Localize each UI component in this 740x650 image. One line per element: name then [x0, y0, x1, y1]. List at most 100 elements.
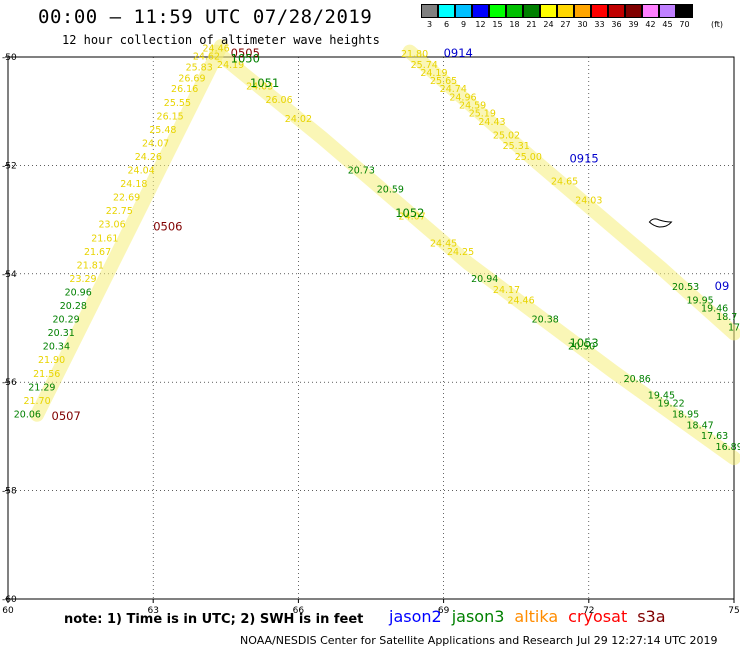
- time-label: 1052: [395, 206, 424, 220]
- swh-label: 18.47: [687, 420, 714, 431]
- swh-label: 20.96: [65, 287, 92, 298]
- satellite-altika: altika: [514, 607, 559, 626]
- swh-label: 24.26: [135, 152, 162, 163]
- legend-label: 21: [526, 20, 537, 29]
- satellite-s3a: s3a: [637, 607, 666, 626]
- x-tick-label: 66: [293, 606, 305, 616]
- legend-swatch: [471, 4, 489, 18]
- x-tick-label: 69: [438, 606, 450, 616]
- footer-note: note: 1) Time is in UTC; 2) SWH is in fe…: [64, 612, 364, 627]
- legend-label: 36: [611, 20, 622, 29]
- swh-label: 20.94: [471, 274, 498, 285]
- legend-item: 18: [505, 4, 523, 29]
- legend-label: 3: [426, 20, 433, 29]
- time-label: 0505: [231, 46, 260, 60]
- legend-label: 30: [577, 20, 588, 29]
- credit-timestamp: Jul 29 12:27:14 UTC 2019: [577, 634, 718, 647]
- swh-label: 25.00: [515, 152, 542, 163]
- swh-label: 25.19: [469, 109, 496, 120]
- time-label: 0915: [569, 152, 598, 166]
- time-label: 0914: [444, 46, 473, 60]
- swh-label: 24.45: [430, 239, 457, 250]
- island-outline: [648, 218, 673, 228]
- swh-label: 24.03: [246, 82, 273, 93]
- time-label: 1053: [569, 336, 598, 350]
- track-band-s3a: [30, 39, 228, 422]
- swh-label: 18.95: [672, 409, 699, 420]
- swh-label: 17: [728, 323, 740, 334]
- swh-label: 24.04: [127, 166, 154, 177]
- legend-swatch: [437, 4, 455, 18]
- swh-label: 20.50: [568, 342, 595, 353]
- legend-label: 24: [543, 20, 554, 29]
- swh-label: 21.61: [91, 233, 118, 244]
- swh-label: 24.65: [551, 176, 578, 187]
- swh-label: 22.75: [106, 206, 133, 217]
- swh-label: 25.31: [503, 141, 530, 152]
- swh-label: 25.65: [430, 76, 457, 87]
- legend-item: 12: [471, 4, 489, 29]
- swh-label: 20.34: [43, 342, 70, 353]
- legend-swatch: [488, 4, 506, 18]
- swh-label: 24.19: [420, 68, 447, 79]
- legend-item: 21: [522, 4, 540, 29]
- time-label: 09: [715, 279, 730, 293]
- swh-label: 19.45: [648, 390, 675, 401]
- legend-item: 30: [573, 4, 591, 29]
- swh-label: 20.59: [377, 185, 404, 196]
- credit-line: NOAA/NESDIS Center for Satellite Applica…: [240, 634, 574, 647]
- legend-item: 24: [539, 4, 557, 29]
- swh-label: 20.38: [532, 315, 559, 326]
- swh-label: 20.53: [672, 282, 699, 293]
- legend-swatch: [624, 4, 642, 18]
- swh-label: 20.31: [48, 328, 75, 339]
- legend-swatch: [539, 4, 557, 18]
- swh-label: 21.90: [38, 355, 65, 366]
- legend-label: 42: [645, 20, 656, 29]
- swh-label: 25.74: [411, 60, 438, 71]
- legend-item: 3: [420, 4, 438, 29]
- track-band-jason2: [402, 44, 740, 341]
- legend-item: 33: [590, 4, 608, 29]
- swh-label: 24.43: [478, 117, 505, 128]
- swh-label: 21.67: [84, 247, 111, 258]
- legend-swatch: [522, 4, 540, 18]
- swh-label: 17.63: [701, 431, 728, 442]
- legend-swatch: [658, 4, 676, 18]
- legend-item: 6: [437, 4, 455, 29]
- swh-label: 26.16: [171, 84, 198, 95]
- swh-label: 23.06: [98, 220, 125, 231]
- time-label: 0506: [153, 219, 182, 233]
- swh-label: 24.19: [217, 60, 244, 71]
- swh-label: 19.46: [701, 304, 728, 315]
- swh-label: 25.02: [493, 130, 520, 141]
- swh-label: 24.96: [449, 92, 476, 103]
- swh-label: 25.83: [186, 63, 213, 74]
- swh-label: 20.29: [52, 315, 79, 326]
- swh-label: 21.29: [28, 382, 55, 393]
- legend-label: 15: [492, 20, 503, 29]
- swh-label: 24.25: [447, 247, 474, 258]
- swh-label: 24.07: [142, 138, 169, 149]
- swh-label: 22.69: [113, 193, 140, 204]
- legend-item: 36: [607, 4, 625, 29]
- legend-label: 9: [460, 20, 467, 29]
- y-tick-label: -54: [2, 270, 17, 280]
- legend-label: 33: [594, 20, 605, 29]
- swh-label: 16.89: [716, 442, 740, 453]
- swh-label: 24.62: [193, 52, 220, 63]
- legend-label: 18: [509, 20, 520, 29]
- time-label: 1051: [250, 76, 279, 90]
- swh-label: 24.46: [507, 296, 534, 307]
- legend-swatch: [556, 4, 574, 18]
- swh-label: 26.69: [178, 73, 205, 84]
- swh-label: 18.7: [716, 312, 737, 323]
- legend-item: 27: [556, 4, 574, 29]
- track-band-jason3: [209, 44, 740, 466]
- legend-item: 15: [488, 4, 506, 29]
- legend-swatch: [454, 4, 472, 18]
- legend-label: 39: [628, 20, 639, 29]
- swh-label: 19.22: [657, 399, 684, 410]
- time-label: 0507: [52, 409, 81, 423]
